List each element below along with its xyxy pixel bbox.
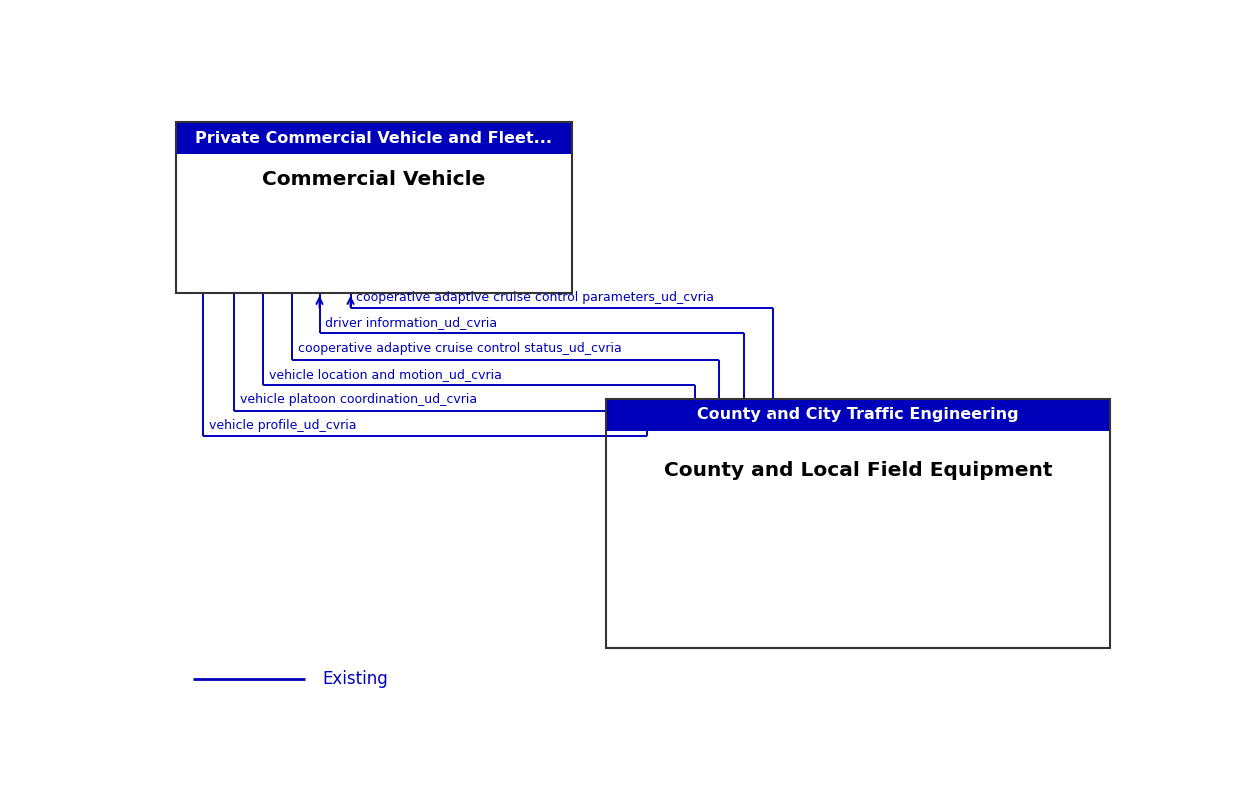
Bar xyxy=(175,122,572,293)
Bar xyxy=(175,122,572,154)
Text: County and City Traffic Engineering: County and City Traffic Engineering xyxy=(697,407,1019,423)
Text: driver information_ud_cvria: driver information_ud_cvria xyxy=(326,316,497,329)
Text: Existing: Existing xyxy=(323,670,388,688)
Text: County and Local Field Equipment: County and Local Field Equipment xyxy=(664,461,1052,479)
Text: cooperative adaptive cruise control parameters_ud_cvria: cooperative adaptive cruise control para… xyxy=(357,291,715,304)
Text: Private Commercial Vehicle and Fleet...: Private Commercial Vehicle and Fleet... xyxy=(195,131,552,145)
Bar xyxy=(175,154,572,293)
Bar xyxy=(606,398,1111,647)
Text: cooperative adaptive cruise control status_ud_cvria: cooperative adaptive cruise control stat… xyxy=(298,342,622,356)
Bar xyxy=(606,398,1111,431)
Text: vehicle platoon coordination_ud_cvria: vehicle platoon coordination_ud_cvria xyxy=(240,393,477,406)
Text: vehicle location and motion_ud_cvria: vehicle location and motion_ud_cvria xyxy=(269,368,502,381)
Bar xyxy=(606,431,1111,647)
Text: Commercial Vehicle: Commercial Vehicle xyxy=(262,170,486,189)
Text: vehicle profile_ud_cvria: vehicle profile_ud_cvria xyxy=(209,419,357,431)
